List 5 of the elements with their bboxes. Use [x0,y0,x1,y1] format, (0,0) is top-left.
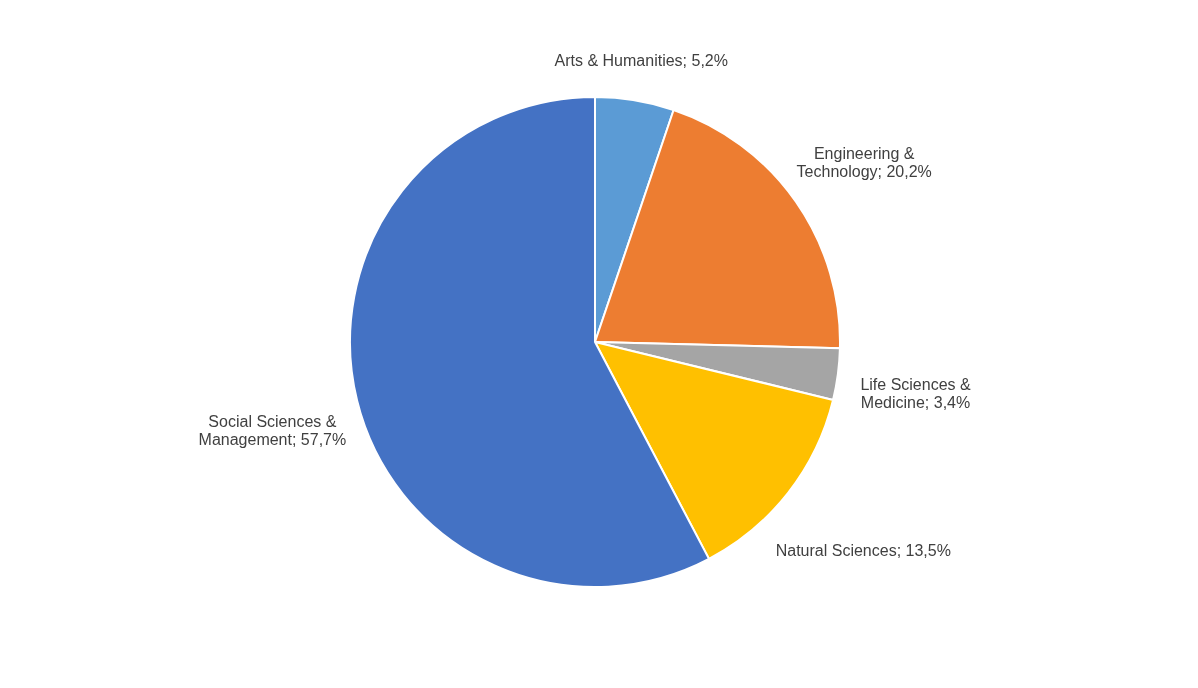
slice-label: Arts & Humanities; 5,2% [554,52,728,70]
slice-label: Natural Sciences; 13,5% [775,542,951,560]
slice-label: Social Sciences & Management; 57,7% [198,412,347,448]
slice-label: Engineering & Technology; 20,2% [796,145,932,181]
slice-label: Life Sciences & Medicine; 3,4% [860,375,971,411]
